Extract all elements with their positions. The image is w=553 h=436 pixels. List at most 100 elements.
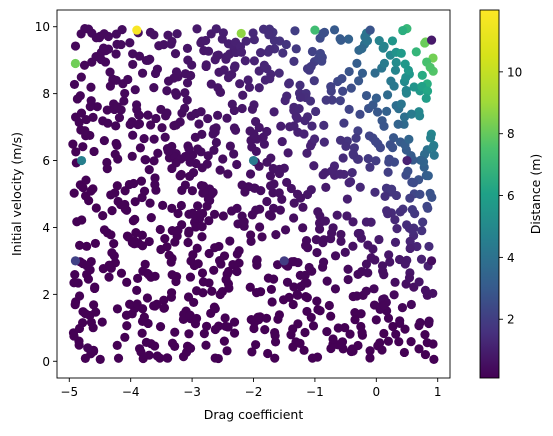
scatter-point <box>155 321 166 332</box>
scatter-point <box>255 47 266 58</box>
scatter-point <box>399 347 409 358</box>
scatter-point <box>107 248 117 258</box>
scatter-point <box>219 65 229 75</box>
scatter-point <box>77 215 87 225</box>
scatter-point <box>167 36 177 47</box>
x-tick-label: 0 <box>372 385 380 399</box>
scatter-point <box>247 104 258 114</box>
scatter-point <box>91 307 101 317</box>
scatter-point <box>167 226 177 236</box>
scatter-point <box>113 353 124 363</box>
scatter-point <box>375 143 385 153</box>
scatter-point <box>237 103 247 114</box>
scatter-point <box>187 60 197 70</box>
scatter-point <box>281 39 291 50</box>
scatter-point <box>194 119 204 129</box>
x-tick-label: −2 <box>245 385 263 399</box>
scatter-point <box>305 96 316 106</box>
scatter-point <box>127 309 137 319</box>
scatter-point <box>406 337 416 347</box>
scatter-point <box>274 68 284 78</box>
scatter-point <box>289 213 299 223</box>
scatter-point <box>245 169 256 179</box>
scatter-point <box>286 183 296 194</box>
scatter-point <box>125 119 135 130</box>
scatter-point <box>377 261 388 271</box>
scatter-point <box>112 304 123 314</box>
scatter-point <box>122 277 132 287</box>
scatter-point <box>261 313 272 323</box>
scatter-point <box>232 266 242 277</box>
scatter-point <box>290 26 300 36</box>
scatter-point <box>83 274 94 284</box>
scatter-point <box>250 183 260 193</box>
scatter-point <box>338 86 348 96</box>
scatter-point <box>120 332 130 342</box>
scatter-point <box>243 75 253 85</box>
scatter-point <box>401 72 411 83</box>
scatter-point <box>321 182 331 192</box>
scatter-point <box>176 200 186 211</box>
scatter-point <box>335 96 345 106</box>
scatter-point <box>152 299 162 309</box>
scatter-point <box>356 233 367 243</box>
scatter-point <box>139 133 149 144</box>
scatter-point <box>409 82 419 92</box>
scatter-point <box>119 96 129 106</box>
scatter-point <box>251 340 261 350</box>
scatter-point <box>211 24 221 34</box>
scatter-point <box>221 275 231 285</box>
scatter-point <box>182 43 193 53</box>
scatter-point <box>384 250 394 260</box>
scatter-point <box>149 134 159 144</box>
scatter-point <box>307 353 318 363</box>
scatter-point <box>294 104 304 114</box>
scatter-point <box>289 198 299 208</box>
scatter-point <box>139 186 150 196</box>
scatter-point <box>112 102 123 112</box>
scatter-point <box>111 75 121 85</box>
scatter-point <box>322 276 332 286</box>
scatter-point <box>365 162 375 172</box>
scatter-point <box>160 132 170 142</box>
scatter-point <box>137 230 147 240</box>
scatter-point <box>80 353 90 363</box>
scatter-point <box>128 216 138 226</box>
scatter-point <box>69 331 79 341</box>
scatter-point <box>336 236 346 246</box>
scatter-point <box>283 148 293 158</box>
scatter-point <box>270 353 280 363</box>
scatter-point <box>178 314 189 324</box>
scatter-point <box>187 186 197 196</box>
scatter-point <box>162 108 172 118</box>
scatter-point <box>390 277 400 287</box>
x-tick-label: 1 <box>434 385 442 399</box>
scatter-point <box>415 317 425 328</box>
scatter-point <box>105 67 115 77</box>
scatter-point <box>221 321 231 331</box>
scatter-point <box>238 90 248 100</box>
scatter-point <box>271 229 281 240</box>
scatter-point <box>335 135 346 145</box>
scatter-point <box>175 171 185 181</box>
scatter-point <box>348 149 358 159</box>
scatter-point <box>429 354 439 364</box>
colorbar-ticks: 2 4 6 8 10 <box>499 65 522 327</box>
scatter-point <box>343 264 353 274</box>
scatter-point <box>173 208 183 219</box>
scatter-point <box>159 295 169 305</box>
scatter-point <box>193 144 203 154</box>
scatter-point <box>96 54 106 65</box>
scatter-point <box>232 203 242 213</box>
scatter-point <box>255 222 265 232</box>
scatter-point <box>279 256 289 266</box>
scatter-point <box>91 33 101 43</box>
scatter-point <box>345 329 355 339</box>
scatter-point <box>274 188 284 198</box>
scatter-point <box>428 288 438 299</box>
scatter-point <box>289 56 299 67</box>
scatter-point <box>70 269 80 280</box>
scatter-point <box>144 165 154 175</box>
colorbar-tick-label: 2 <box>507 313 515 327</box>
